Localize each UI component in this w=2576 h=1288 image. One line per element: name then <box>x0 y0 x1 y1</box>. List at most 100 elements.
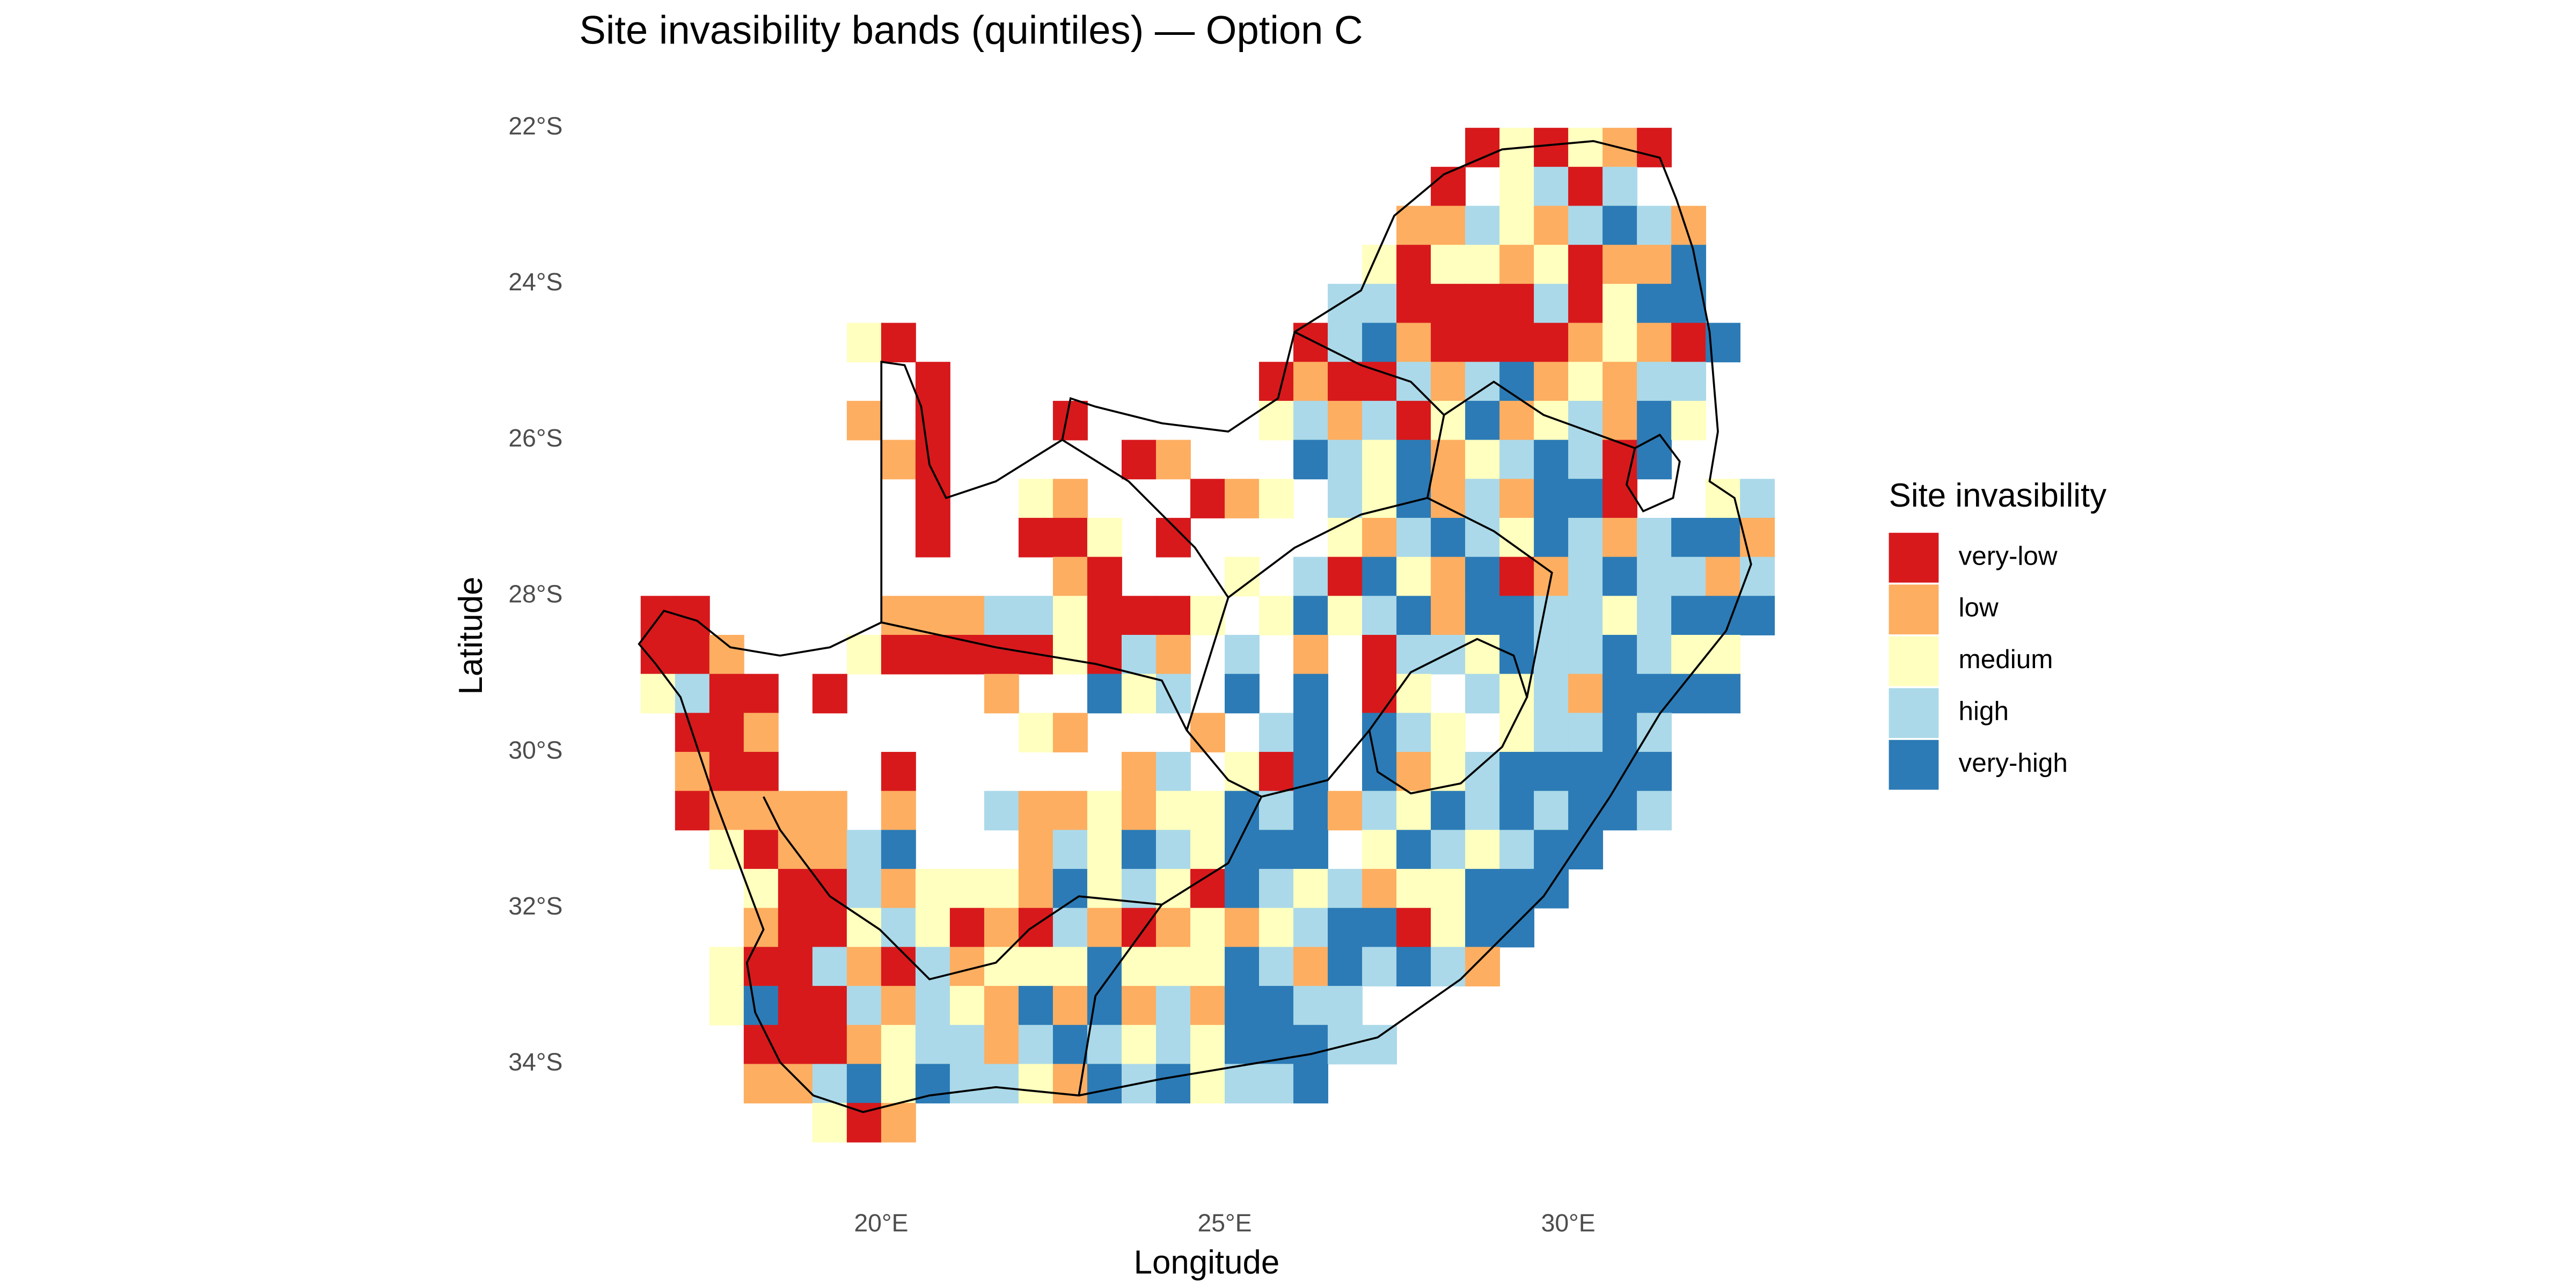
cell <box>1740 557 1775 597</box>
cell <box>1018 869 1053 909</box>
legend-swatch <box>1889 584 1939 635</box>
cell <box>1534 283 1569 324</box>
cell <box>778 1064 813 1104</box>
cell <box>1602 323 1638 363</box>
cell <box>881 869 916 909</box>
cell <box>1328 362 1363 401</box>
cell <box>1052 1024 1088 1065</box>
y-tick-label: 30°S <box>508 736 562 764</box>
cell <box>1396 869 1432 909</box>
cell <box>1155 869 1191 909</box>
cell <box>1568 634 1604 675</box>
cell <box>1499 400 1535 441</box>
cell <box>1637 634 1672 675</box>
cell <box>1018 986 1053 1026</box>
cell <box>1602 362 1638 401</box>
cell <box>881 908 916 948</box>
cell <box>1602 206 1638 246</box>
cell <box>881 1024 916 1065</box>
cell <box>1706 517 1741 558</box>
legend-swatch <box>1889 532 1939 583</box>
cell <box>1534 713 1569 752</box>
cell <box>881 986 916 1026</box>
cell <box>1362 634 1397 675</box>
cell <box>1465 869 1501 909</box>
cell <box>1431 752 1466 792</box>
cell <box>1499 166 1535 207</box>
cell <box>1431 362 1466 401</box>
legend-label: low <box>1958 593 1999 623</box>
cell <box>1362 245 1397 284</box>
cell <box>1121 674 1157 714</box>
cell <box>1534 517 1569 558</box>
cell <box>881 440 916 480</box>
cell <box>1293 400 1328 441</box>
cell <box>675 634 710 675</box>
cell <box>1534 245 1569 284</box>
cell <box>1396 830 1432 869</box>
cell <box>1396 400 1432 441</box>
cell <box>1465 674 1501 714</box>
x-tick-label: 25°E <box>1197 1209 1252 1237</box>
cell <box>1740 596 1775 635</box>
cell <box>1671 596 1707 635</box>
cell <box>1706 596 1741 635</box>
legend-swatch <box>1889 740 1939 790</box>
cell <box>1396 947 1432 987</box>
cell <box>1499 283 1535 324</box>
cell <box>1431 791 1466 831</box>
cell <box>778 1024 813 1065</box>
cell <box>1431 713 1466 752</box>
cell <box>1328 283 1363 324</box>
cell <box>1637 128 1672 167</box>
cell <box>1465 245 1501 284</box>
cell <box>1568 440 1604 480</box>
cell <box>1225 634 1260 675</box>
cell <box>1121 986 1157 1026</box>
cell <box>949 1024 985 1065</box>
cell <box>1225 557 1260 597</box>
cell <box>1293 596 1328 635</box>
cell <box>1465 947 1501 987</box>
legend-label: very-low <box>1958 541 2057 570</box>
cell <box>1155 440 1191 480</box>
cell <box>846 869 882 909</box>
cell <box>640 596 676 635</box>
cell <box>881 1064 916 1104</box>
cell <box>1052 557 1088 597</box>
cell <box>1087 1024 1122 1065</box>
cell <box>846 634 882 675</box>
cell <box>1087 596 1122 635</box>
cell <box>1087 557 1122 597</box>
cell <box>812 908 847 948</box>
cell <box>1087 791 1122 831</box>
cell <box>1396 752 1432 792</box>
cell <box>1396 908 1432 948</box>
cell <box>1637 283 1672 324</box>
cell <box>1568 752 1604 792</box>
cell <box>1637 400 1672 441</box>
cell <box>984 634 1019 675</box>
cell <box>1362 752 1397 792</box>
cell <box>915 634 950 675</box>
cell <box>949 1064 985 1104</box>
cell <box>1396 517 1432 558</box>
cell <box>1225 947 1260 987</box>
cell <box>778 908 813 948</box>
cell <box>1225 479 1260 518</box>
cell <box>709 713 744 752</box>
cell <box>1293 791 1328 831</box>
cell <box>1671 245 1707 284</box>
cell <box>743 752 779 792</box>
cell <box>1637 440 1672 480</box>
cell <box>915 869 950 909</box>
cell <box>1362 283 1397 324</box>
legend-title: Site invasibility <box>1889 477 2107 514</box>
cell <box>1499 479 1535 518</box>
cell <box>1568 128 1604 167</box>
cell <box>1328 908 1363 948</box>
cell <box>1052 791 1088 831</box>
cell <box>812 947 847 987</box>
cell <box>1190 791 1225 831</box>
cell <box>846 323 882 363</box>
